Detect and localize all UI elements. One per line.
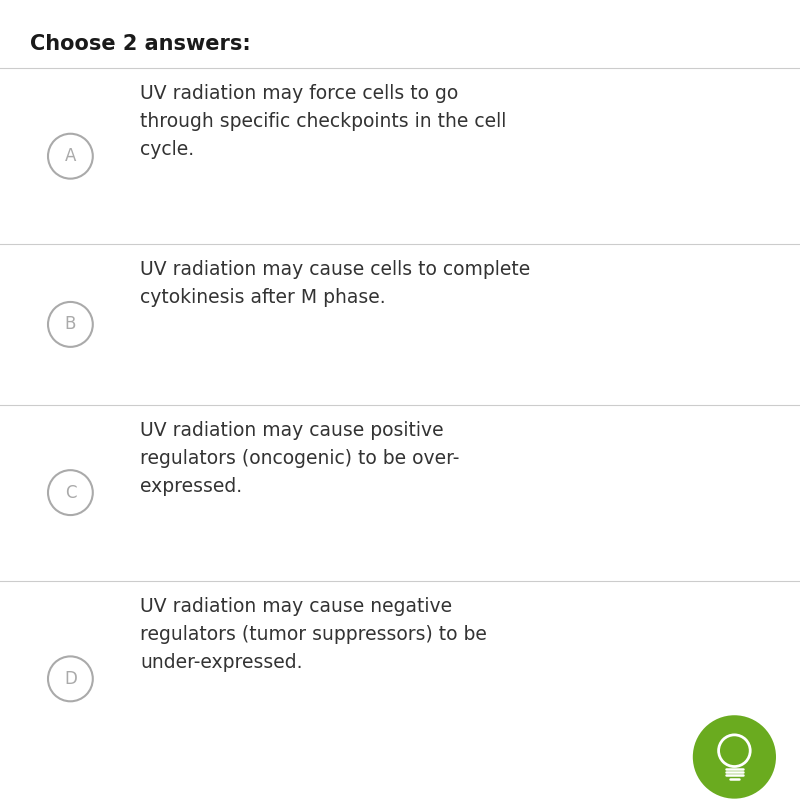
Text: A: A [65,147,76,165]
Text: B: B [65,316,76,333]
Ellipse shape [48,470,93,515]
Ellipse shape [48,656,93,702]
Text: UV radiation may cause negative
regulators (tumor suppressors) to be
under-expre: UV radiation may cause negative regulato… [140,597,487,672]
Ellipse shape [48,302,93,347]
Text: UV radiation may cause positive
regulators (oncogenic) to be over-
expressed.: UV radiation may cause positive regulato… [140,421,459,496]
Ellipse shape [693,715,776,799]
Text: UV radiation may force cells to go
through specific checkpoints in the cell
cycl: UV radiation may force cells to go throu… [140,84,506,159]
Text: Choose 2 answers:: Choose 2 answers: [30,34,251,54]
Ellipse shape [48,134,93,179]
Text: D: D [64,670,77,688]
Text: C: C [65,484,76,501]
Text: UV radiation may cause cells to complete
cytokinesis after M phase.: UV radiation may cause cells to complete… [140,260,530,308]
